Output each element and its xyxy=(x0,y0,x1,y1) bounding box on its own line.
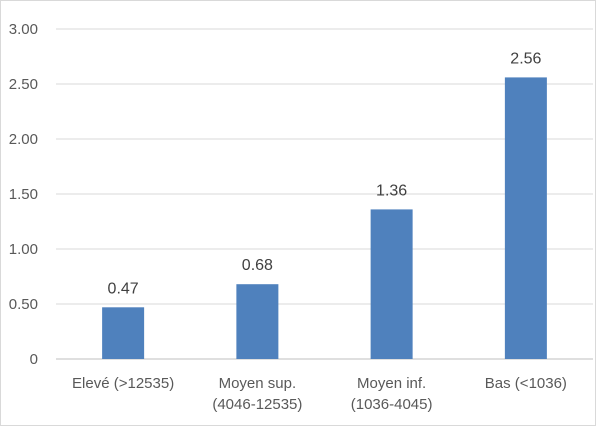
x-tick-label: (4046-12535) xyxy=(212,396,302,413)
y-tick-label: 1.00 xyxy=(9,241,38,258)
x-tick-label: Moyen inf. xyxy=(357,375,426,392)
bar xyxy=(370,209,413,359)
bar xyxy=(102,307,145,359)
y-tick-label: 0.50 xyxy=(9,296,38,313)
x-tick-label: Bas (<1036) xyxy=(485,375,567,392)
bar xyxy=(236,284,279,359)
data-label: 2.56 xyxy=(510,50,541,67)
y-tick-label: 1.50 xyxy=(9,186,38,203)
bar xyxy=(504,77,547,360)
y-tick-label: 2.50 xyxy=(9,76,38,93)
data-label: 1.36 xyxy=(376,182,407,199)
y-tick-label: 2.00 xyxy=(9,131,38,148)
data-label: 0.68 xyxy=(242,257,273,274)
x-tick-label: Elevé (>12535) xyxy=(72,375,174,392)
x-tick-label: (1036-4045) xyxy=(351,396,433,413)
y-tick-label: 3.00 xyxy=(9,21,38,38)
x-tick-label: Moyen sup. xyxy=(219,375,297,392)
y-tick-label: 0 xyxy=(30,351,38,368)
data-label: 0.47 xyxy=(108,280,139,297)
